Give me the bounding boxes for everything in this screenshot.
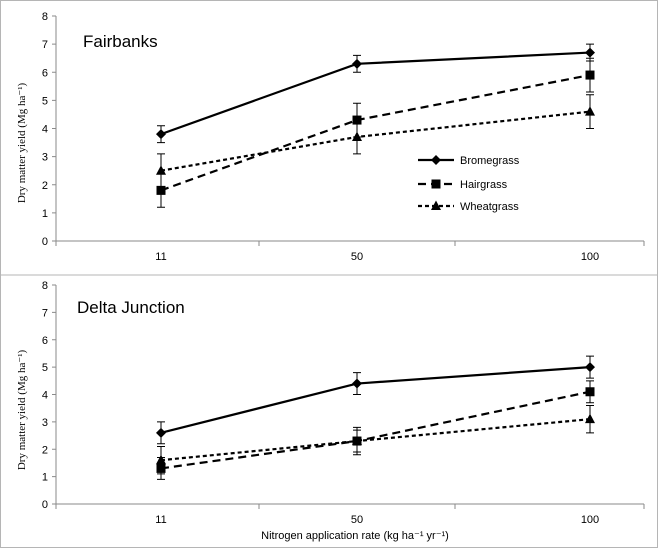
legend-label-hairgrass: Hairgrass — [460, 179, 508, 191]
data-point-marker — [585, 106, 595, 116]
data-point-marker — [585, 413, 595, 424]
diamond-marker — [431, 155, 441, 165]
y-axis-label: Dry matter yield (Mg ha⁻¹) — [16, 83, 28, 204]
data-point-marker — [585, 70, 595, 80]
axes — [55, 285, 645, 509]
chart-panel-delta-junction: Delta Junction Dry matter yield (Mg ha⁻¹… — [16, 280, 645, 542]
y-axis-ticks: 0 1 2 3 4 5 6 7 8 — [42, 11, 56, 248]
series-bromegrass — [156, 43, 595, 144]
x-axis-ticks: 11 50 100 — [155, 251, 599, 263]
x-tick-label: 100 — [581, 251, 599, 263]
y-tick-label: 5 — [42, 95, 48, 107]
data-point-marker — [585, 387, 595, 397]
chart-title: Fairbanks — [83, 32, 158, 51]
legend: Bromegrass Hairgrass Wheatgrass — [418, 155, 520, 213]
data-point-marker — [156, 454, 166, 465]
y-tick-label: 1 — [42, 472, 48, 484]
legend-label-bromegrass: Bromegrass — [460, 155, 520, 167]
chart-title: Delta Junction — [77, 298, 185, 317]
y-tick-label: 8 — [42, 280, 48, 292]
y-tick-label: 2 — [42, 180, 48, 192]
data-point-marker — [352, 378, 362, 389]
data-point-marker — [585, 47, 595, 58]
data-point-marker — [156, 165, 166, 175]
data-point-marker — [156, 129, 166, 140]
data-point-marker — [156, 427, 166, 438]
y-tick-label: 1 — [42, 208, 48, 220]
x-axis-label: Nitrogen application rate (kg ha⁻¹ yr⁻¹) — [261, 530, 449, 542]
chart-panel-fairbanks: Fairbanks Dry matter yield (Mg ha⁻¹) 0 1 2… — [16, 11, 645, 263]
data-point-marker — [352, 58, 362, 69]
square-marker — [431, 179, 441, 189]
y-tick-label: 7 — [42, 39, 48, 51]
x-tick-label: 100 — [581, 514, 599, 526]
data-point-marker — [352, 435, 362, 446]
data-point-marker — [352, 131, 362, 141]
x-tick-label: 11 — [155, 514, 166, 526]
y-tick-label: 6 — [42, 67, 48, 79]
legend-item-bromegrass: Bromegrass — [418, 155, 520, 167]
series-wheatgrass — [156, 94, 595, 189]
y-tick-label: 2 — [42, 444, 48, 456]
series-lines — [156, 43, 595, 208]
axes — [55, 16, 645, 246]
triangle-marker — [431, 200, 441, 210]
legend-item-wheatgrass: Wheatgrass — [418, 200, 519, 213]
data-point-marker — [156, 185, 166, 195]
series-lines — [156, 355, 595, 480]
y-tick-label: 5 — [42, 362, 48, 374]
x-tick-label: 50 — [351, 251, 363, 263]
legend-label-wheatgrass: Wheatgrass — [460, 201, 519, 213]
data-point-marker — [585, 362, 595, 373]
series-wheatgrass — [156, 404, 595, 475]
y-tick-label: 0 — [42, 236, 48, 248]
series-bromegrass — [156, 355, 595, 445]
x-axis-ticks: 11 50 100 — [155, 514, 599, 526]
y-tick-label: 6 — [42, 335, 48, 347]
y-axis-label: Dry matter yield (Mg ha⁻¹) — [16, 350, 28, 471]
x-tick-label: 11 — [155, 251, 166, 263]
legend-item-hairgrass: Hairgrass — [418, 179, 508, 191]
x-tick-label: 50 — [351, 514, 363, 526]
y-tick-label: 3 — [42, 417, 48, 429]
y-tick-label: 0 — [42, 499, 48, 511]
y-tick-label: 4 — [42, 124, 48, 136]
y-tick-label: 8 — [42, 11, 48, 23]
y-tick-label: 4 — [42, 390, 48, 402]
y-tick-label: 7 — [42, 307, 48, 319]
y-tick-label: 3 — [42, 152, 48, 164]
y-axis-ticks: 0 1 2 3 4 5 6 7 8 — [42, 280, 56, 511]
